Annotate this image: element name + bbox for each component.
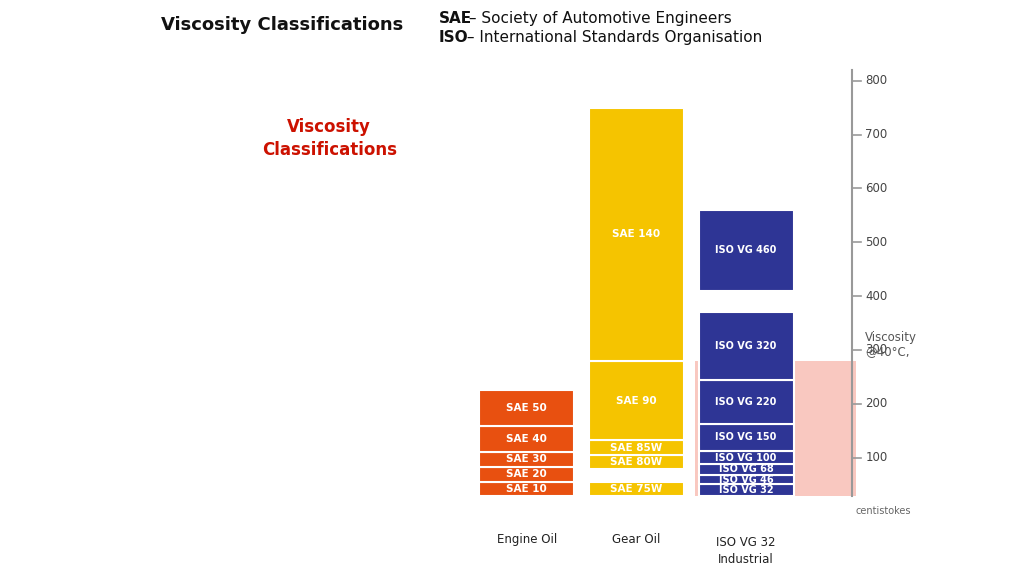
Bar: [698, 484, 794, 497]
Bar: [479, 482, 574, 497]
Text: 200: 200: [865, 397, 888, 410]
Text: – International Standards Organisation: – International Standards Organisation: [462, 29, 763, 44]
Text: ISO VG 320: ISO VG 320: [716, 341, 777, 351]
Text: ISO VG 32: ISO VG 32: [719, 486, 773, 495]
Text: ISO VG 460: ISO VG 460: [716, 245, 777, 255]
Text: ISO VG 150: ISO VG 150: [716, 433, 777, 442]
Text: Viscosity
@40°C,: Viscosity @40°C,: [865, 331, 918, 358]
Text: SAE 50: SAE 50: [506, 403, 547, 414]
Text: SAE 10: SAE 10: [506, 484, 547, 494]
Text: Viscosity
Classifications: Viscosity Classifications: [262, 119, 396, 158]
Text: 800: 800: [865, 74, 888, 87]
Bar: [479, 426, 574, 452]
Text: SAE 90: SAE 90: [616, 396, 656, 406]
Bar: [479, 467, 574, 482]
Bar: [695, 361, 856, 497]
Text: ISO VG 46: ISO VG 46: [719, 475, 773, 484]
Bar: [589, 482, 684, 497]
Text: 500: 500: [865, 236, 888, 249]
Text: ISO VG 68: ISO VG 68: [719, 464, 773, 475]
Text: Viscosity Classifications: Viscosity Classifications: [161, 16, 403, 34]
Text: SAE 85W: SAE 85W: [610, 442, 663, 453]
Bar: [698, 475, 794, 484]
Text: ISO VG 32
Industrial: ISO VG 32 Industrial: [717, 536, 776, 566]
Bar: [589, 108, 684, 361]
Text: 400: 400: [865, 290, 888, 302]
Text: Gear Oil: Gear Oil: [612, 533, 660, 546]
Bar: [698, 210, 794, 291]
Bar: [698, 451, 794, 464]
Text: SAE 80W: SAE 80W: [610, 457, 663, 467]
Text: SAE 140: SAE 140: [612, 229, 660, 239]
Text: SAE 40: SAE 40: [506, 434, 547, 444]
Bar: [698, 312, 794, 380]
Text: ISO VG 220: ISO VG 220: [716, 397, 777, 407]
Text: SAE 20: SAE 20: [506, 469, 547, 479]
Text: 100: 100: [865, 451, 888, 464]
Text: ISO VG 100: ISO VG 100: [716, 453, 777, 463]
Bar: [479, 391, 574, 426]
Bar: [589, 455, 684, 469]
Text: 600: 600: [865, 182, 888, 195]
Bar: [698, 380, 794, 424]
Text: centistokes: centistokes: [856, 506, 911, 517]
Bar: [479, 452, 574, 467]
Bar: [589, 440, 684, 455]
Bar: [698, 424, 794, 451]
Text: SAE 75W: SAE 75W: [610, 484, 663, 494]
Text: Engine Oil: Engine Oil: [497, 533, 557, 546]
Bar: [698, 464, 794, 475]
Text: ISO: ISO: [439, 29, 469, 44]
Text: 700: 700: [865, 128, 888, 141]
Bar: [589, 361, 684, 440]
Text: SAE: SAE: [439, 11, 472, 26]
Text: 300: 300: [865, 343, 888, 357]
Text: – Society of Automotive Engineers: – Society of Automotive Engineers: [465, 11, 732, 26]
Text: SAE 30: SAE 30: [506, 454, 547, 464]
